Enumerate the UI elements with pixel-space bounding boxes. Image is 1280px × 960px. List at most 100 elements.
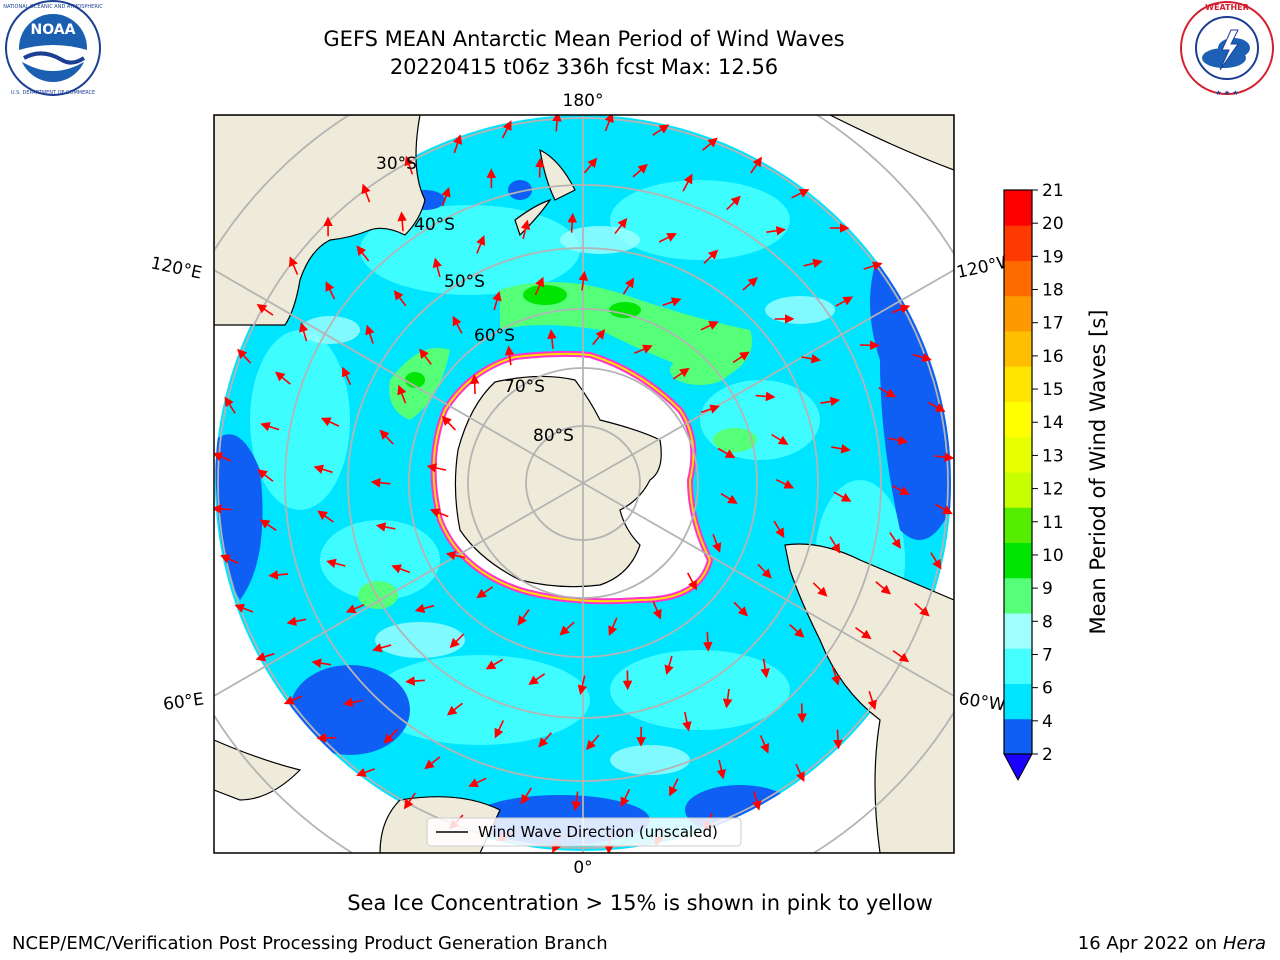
noaa-logo-text: NOAA (31, 22, 76, 38)
wind-wave-arrow (534, 276, 544, 296)
wind-wave-arrow (732, 351, 750, 364)
wind-wave-arrow (875, 581, 891, 595)
wind-wave-arrow (614, 217, 628, 234)
wind-wave-arrow (672, 367, 690, 380)
wind-wave-arrow (299, 322, 309, 342)
wind-wave-arrow (703, 249, 719, 264)
wind-wave-arrow (313, 464, 333, 474)
wind-wave-arrow (935, 503, 953, 515)
wind-wave-arrow (274, 371, 291, 385)
colorbar-tick-label: 15 (1042, 380, 1064, 400)
wind-wave-arrow (341, 366, 352, 386)
lon-label-120e: 120°E (149, 253, 204, 283)
wind-wave-arrow (520, 219, 531, 240)
wind-wave-arrow (414, 603, 435, 614)
wind-wave-arrow (356, 245, 370, 262)
wind-wave-arrow (214, 504, 232, 514)
wind-wave-arrow (449, 633, 465, 649)
wind-wave-arrow (441, 186, 451, 206)
wind-wave-arrow (791, 188, 810, 199)
wind-wave-arrow (757, 563, 772, 579)
wind-wave-arrow (283, 695, 303, 705)
wind-wave-arrow (803, 258, 823, 269)
wind-wave-arrow (237, 348, 252, 364)
wind-wave-arrow (317, 510, 334, 523)
wind-wave-arrow (520, 787, 533, 805)
wind-wave-arrow (682, 711, 692, 732)
legend-label: Wind Wave Direction (unscaled) (478, 823, 718, 841)
colorbar-swatch (1004, 683, 1032, 720)
meridian-120w (582, 269, 954, 484)
wind-wave-arrow (577, 675, 588, 695)
wind-wave-arrow (878, 387, 897, 398)
wind-wave-arrow (220, 554, 239, 564)
wind-wave-arrow (257, 469, 274, 482)
wind-wave-arrow (669, 778, 679, 797)
wind-wave-arrow (863, 261, 883, 271)
wind-wave-arrow (452, 315, 463, 334)
colorbar-swatch (1004, 613, 1032, 649)
wind-wave-arrow (404, 155, 414, 175)
wind-wave-arrow (658, 233, 677, 243)
australia-landmass (214, 115, 426, 326)
wind-wave-arrow (855, 627, 872, 640)
lat-label-60s: 60°S (474, 326, 515, 346)
wind-wave-arrow (831, 443, 851, 454)
wind-wave-arrow (716, 759, 727, 780)
colorbar-swatch (1004, 260, 1032, 297)
wind-wave-arrow (260, 421, 280, 432)
wind-wave-arrow (379, 429, 394, 445)
svg-text:★ ★ ★: ★ ★ ★ (1215, 89, 1238, 97)
colorbar-tick-label: 8 (1042, 612, 1053, 632)
wind-wave-arrow (552, 115, 562, 132)
wind-wave-arrow (867, 690, 877, 711)
south-america-landmass (784, 543, 954, 853)
wind-wave-arrow (795, 763, 805, 783)
wind-wave-arrow (268, 570, 289, 580)
wind-wave-arrow (682, 173, 693, 192)
lat-label-40s: 40°S (414, 215, 455, 235)
lat-label-80s: 80°S (533, 426, 574, 446)
colorbar-tick-label: 17 (1042, 314, 1064, 334)
wind-wave-arrow (485, 658, 504, 670)
lon-label-180: 180° (563, 91, 604, 111)
colorbar: 2 4 6 7 8 9 10 11 12 13 14 15 16 17 18 19 20 21 Mean Peri… (1003, 181, 1110, 782)
colorbar-tick-label: 2 (1042, 745, 1053, 765)
colorbar-tick-label: 9 (1042, 579, 1053, 599)
lat-label-30s: 30°S (376, 154, 417, 174)
wind-wave-arrow (476, 586, 494, 599)
colorbar-swatch (1004, 225, 1032, 261)
wind-wave-arrow (224, 396, 236, 414)
wind-wave-arrow (492, 290, 502, 311)
wind-wave-arrow (752, 791, 762, 811)
wind-wave-arrow (927, 401, 946, 412)
colorbar-tick-label: 10 (1042, 546, 1064, 566)
wind-wave-arrow (445, 550, 466, 561)
wind-wave-arrow (419, 348, 432, 365)
colorbar-tick-label: 6 (1042, 679, 1053, 699)
wind-wave-arrow (820, 396, 841, 407)
wind-wave-arrow (702, 137, 718, 151)
wind-wave-arrow (345, 604, 365, 614)
wind-wave-arrow (750, 156, 762, 174)
wind-wave-arrow (453, 134, 463, 154)
wind-wave-arrow (891, 485, 910, 495)
wind-wave-arrow (801, 354, 822, 364)
svg-text:WEATHER: WEATHER (1205, 3, 1249, 12)
wind-wave-arrow (375, 522, 396, 532)
lat-label-50s: 50°S (444, 272, 485, 292)
colorbar-tick-label: 19 (1042, 247, 1064, 267)
svg-text:NATIONAL OCEANIC AND ATMOSPHER: NATIONAL OCEANIC AND ATMOSPHERIC (3, 4, 103, 10)
meridian-60e (214, 482, 584, 697)
wind-wave-arrows (214, 115, 954, 853)
lon-label-60e: 60°E (162, 689, 205, 714)
colorbar-swatch (1004, 295, 1032, 332)
colorbar-swatch (1004, 507, 1032, 543)
wind-wave-arrow (930, 552, 942, 570)
footer-date: 16 Apr 2022 on Hera (1078, 933, 1266, 954)
wind-wave-arrow (755, 391, 776, 402)
colorbar-swatch (1004, 401, 1032, 438)
colorbar-tick-label: 14 (1042, 413, 1064, 433)
wind-wave-arrow (632, 163, 648, 178)
wind-wave-arrow (320, 417, 340, 427)
